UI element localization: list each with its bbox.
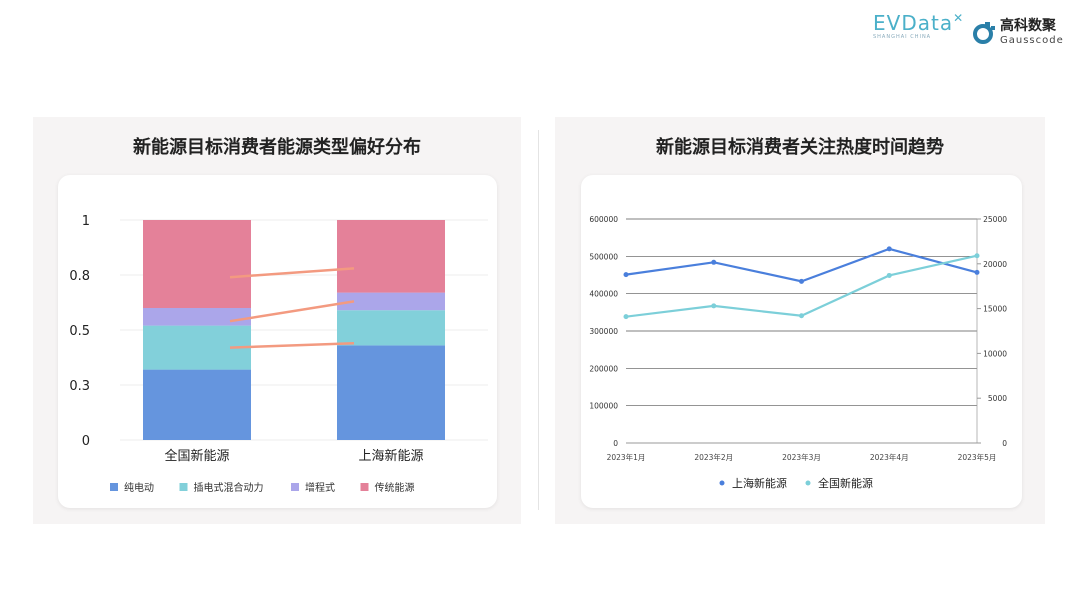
connector-line — [229, 341, 355, 349]
y-tick-label: 500000 — [589, 252, 618, 261]
data-point — [711, 303, 717, 309]
bar-segment — [143, 308, 251, 326]
legend-swatch — [110, 483, 118, 491]
y2-tick-label: 20000 — [983, 260, 1007, 269]
x-tick-label: 2023年2月 — [694, 452, 733, 462]
data-point — [711, 259, 717, 265]
y-tick-label: 0 — [613, 439, 618, 448]
series-line — [625, 247, 978, 283]
gausscode-en: Gausscode — [1000, 35, 1064, 46]
gausscode-logo: 高科数聚 Gausscode — [972, 18, 1064, 47]
evdata-logo-x-icon: ✕ — [953, 11, 965, 25]
y-tick-label: 400000 — [589, 290, 618, 299]
y2-tick-label: 10000 — [983, 349, 1007, 358]
x-tick-label: 上海新能源 — [358, 448, 423, 464]
y2-tick-label: 25000 — [983, 215, 1007, 224]
legend-label: 传统能源 — [375, 481, 415, 494]
divider — [538, 130, 539, 510]
y-tick-label: 0.5 — [69, 324, 90, 339]
gausscode-cn: 高科数聚 — [1000, 18, 1056, 34]
bar-segment — [337, 292, 445, 311]
legend-swatch — [179, 483, 188, 491]
evdata-logo-sub: SHANGHAI CHINA — [873, 34, 932, 40]
y-tick-label: 0.8 — [69, 269, 90, 284]
data-point — [799, 313, 804, 319]
series-line — [625, 254, 978, 318]
y2-tick-label: 15000 — [983, 305, 1007, 314]
chart-title: 新能源目标消费者能源类型偏好分布 — [133, 137, 421, 158]
legend-label: 上海新能源 — [732, 476, 787, 490]
legend-swatch — [360, 483, 369, 491]
bar-segment — [337, 310, 445, 346]
legend-label: 增程式 — [305, 481, 335, 494]
legend-marker — [805, 480, 811, 486]
gausscode-logo-icon — [973, 21, 995, 44]
legend-swatch — [291, 483, 299, 491]
y-tick-label: 200000 — [589, 364, 618, 373]
y-tick-label: 600000 — [589, 215, 618, 224]
data-point — [886, 246, 892, 252]
evdata-logo-text: EVData — [873, 11, 954, 35]
right-chart-card — [581, 175, 1022, 508]
data-point — [886, 272, 892, 278]
legend-label: 全国新能源 — [818, 476, 873, 490]
connector-line — [229, 300, 355, 323]
legend-label: 纯电动 — [124, 481, 154, 494]
data-point — [623, 272, 629, 278]
bar-segment — [143, 220, 251, 308]
data-point — [799, 278, 804, 284]
x-tick-label: 2023年3月 — [782, 452, 821, 462]
connector-line — [229, 267, 355, 279]
y-tick-label: 1 — [82, 214, 90, 229]
y2-tick-label: 0 — [1002, 439, 1007, 448]
bar-segment — [337, 220, 445, 293]
y-tick-label: 0 — [82, 434, 90, 449]
x-tick-label: 2023年4月 — [870, 452, 909, 462]
bar-segment — [337, 345, 445, 440]
y-tick-label: 300000 — [589, 327, 618, 336]
x-tick-label: 2023年5月 — [958, 452, 997, 462]
y-tick-label: 0.3 — [69, 379, 90, 394]
data-point — [974, 269, 980, 275]
x-tick-label: 全国新能源 — [164, 448, 229, 464]
y-tick-label: 100000 — [589, 402, 618, 411]
legend-label: 插电式混合动力 — [194, 481, 264, 494]
evdata-logo: EVData✕ SHANGHAI CHINA — [873, 12, 964, 40]
legend-marker — [719, 480, 725, 486]
data-point — [623, 314, 629, 320]
data-point — [974, 253, 980, 259]
y2-tick-label: 5000 — [988, 394, 1007, 403]
bar-segment — [143, 369, 251, 440]
chart-title: 新能源目标消费者关注热度时间趋势 — [656, 137, 944, 158]
x-tick-label: 2023年1月 — [607, 452, 646, 462]
